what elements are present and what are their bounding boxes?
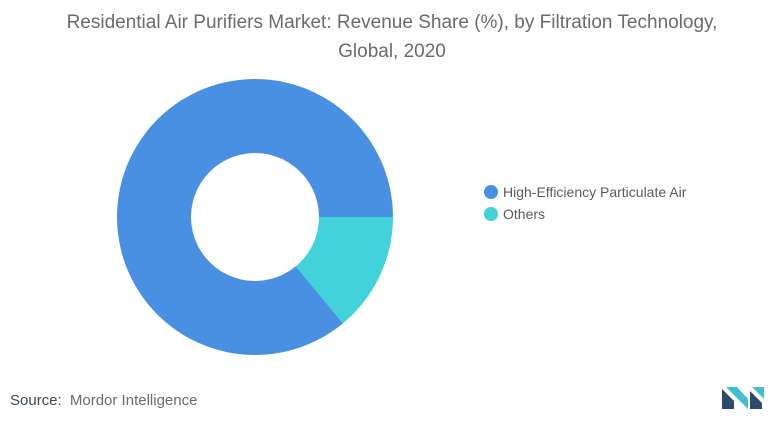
legend-item: High-Efficiency Particulate Air (484, 181, 686, 203)
source-note: Source: Mordor Intelligence (10, 392, 197, 409)
chart-title: Residential Air Purifiers Market: Revenu… (66, 12, 718, 62)
legend-swatch (484, 207, 498, 221)
legend-item: Others (484, 203, 686, 225)
legend-label: High-Efficiency Particulate Air (503, 184, 687, 200)
legend-label: Others (503, 206, 546, 222)
source-value: Mordor Intelligence (69, 392, 198, 409)
legend-swatch (484, 185, 498, 199)
source-label: Source: (10, 392, 62, 409)
donut-slice-others (295, 217, 394, 324)
mordor-intelligence-logo-icon (722, 387, 764, 409)
chart-legend: High-Efficiency Particulate Air Others (484, 181, 686, 225)
donut-slice-high-efficiency-particulate-air (117, 78, 394, 355)
